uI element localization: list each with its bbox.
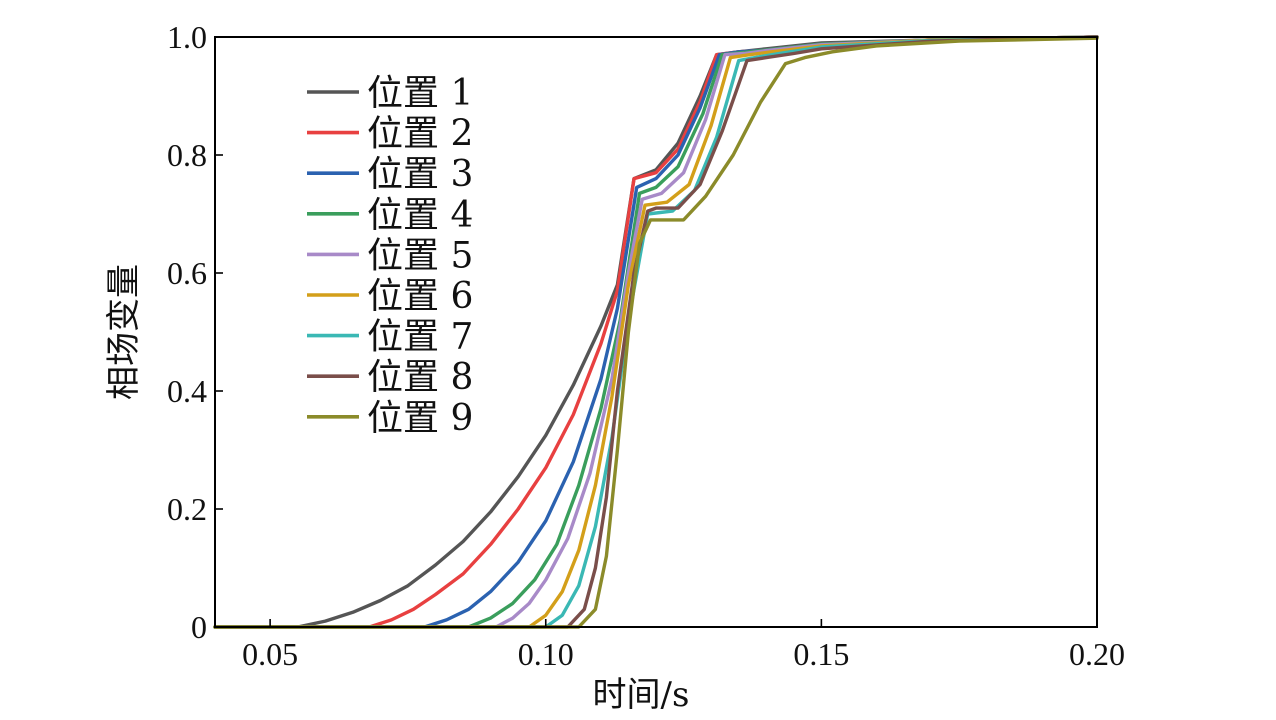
series-line-8 — [213, 35, 1099, 629]
legend-label: 位置 9 — [367, 398, 473, 439]
y-tick-label: 0 — [191, 609, 207, 645]
legend-label: 位置 8 — [367, 357, 473, 398]
series-line-1 — [213, 35, 1099, 629]
x-tick-label: 0.05 — [242, 636, 298, 672]
legend-entry-9: 位置 9 — [307, 398, 473, 439]
legend-entry-1: 位置 1 — [307, 73, 473, 114]
y-axis-label: 相场变量 — [104, 264, 144, 400]
legend-label: 位置 7 — [367, 317, 473, 358]
legend-label: 位置 3 — [367, 154, 473, 195]
legend-entry-8: 位置 8 — [307, 357, 473, 398]
legend-label: 位置 5 — [367, 235, 473, 276]
x-tick-label: 0.15 — [793, 636, 849, 672]
y-tick-label: 1.0 — [167, 19, 207, 55]
legend-label: 位置 1 — [367, 73, 473, 114]
legend-entry-4: 位置 4 — [307, 195, 473, 236]
y-tick-label: 0.2 — [167, 491, 207, 527]
x-axis-label: 时间/s — [593, 675, 690, 715]
legend-label: 位置 2 — [367, 114, 473, 155]
series-line-3 — [213, 35, 1099, 629]
series-line-9 — [213, 36, 1099, 629]
legend: 位置 1位置 2位置 3位置 4位置 5位置 6位置 7位置 8位置 9 — [307, 73, 473, 439]
legend-entry-6: 位置 6 — [307, 276, 473, 317]
plot-frame — [214, 36, 1098, 628]
y-tick-label: 0.4 — [167, 373, 207, 409]
y-tick-label: 0.8 — [167, 137, 207, 173]
x-tick-label: 0.20 — [1069, 636, 1125, 672]
series-line-4 — [213, 35, 1099, 629]
legend-label: 位置 4 — [367, 195, 473, 236]
x-tick-label: 0.10 — [518, 636, 574, 672]
series-line-5 — [213, 35, 1099, 629]
legend-entry-2: 位置 2 — [307, 114, 473, 155]
series-line-6 — [213, 35, 1099, 629]
series-layer — [213, 35, 1099, 629]
legend-entry-5: 位置 5 — [307, 235, 473, 276]
series-line-7 — [213, 35, 1099, 629]
tick-layer: 0.05 0.10 0.15 0.20 0 0.2 0.4 0.6 0.8 1.0 — [167, 19, 1125, 672]
series-line-2 — [213, 35, 1099, 629]
y-tick-label: 0.6 — [167, 255, 207, 291]
legend-entry-7: 位置 7 — [307, 317, 473, 358]
legend-entry-3: 位置 3 — [307, 154, 473, 195]
legend-label: 位置 6 — [367, 276, 473, 317]
